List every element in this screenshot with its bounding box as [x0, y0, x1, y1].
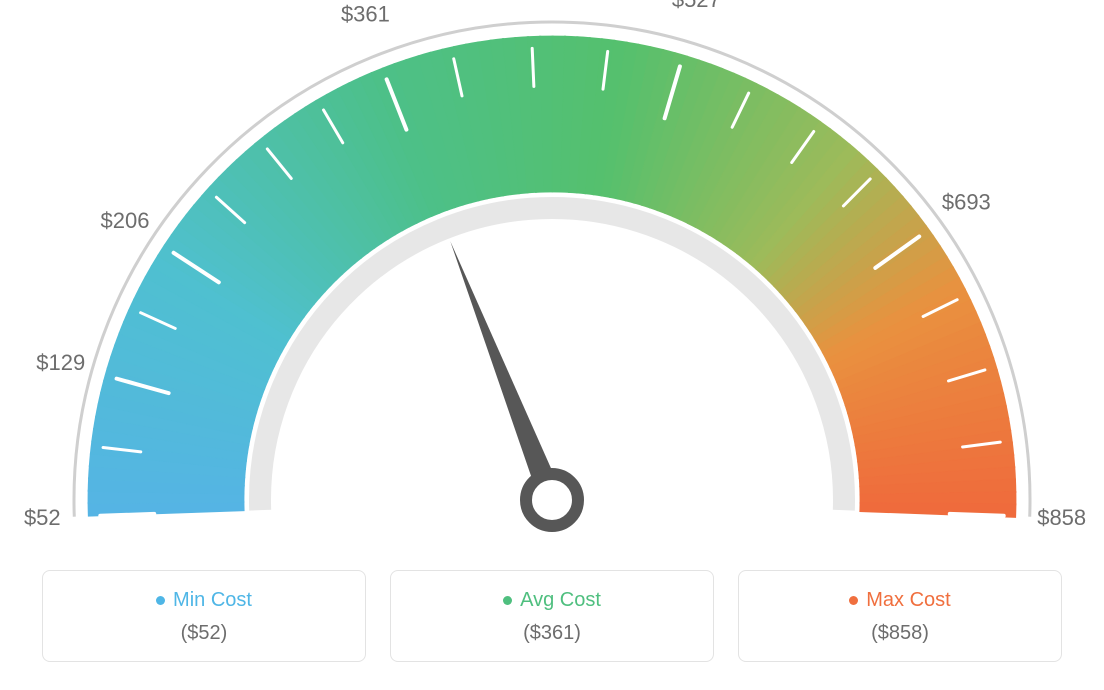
dot-icon: [156, 596, 165, 605]
tick-label: $361: [341, 1, 390, 26]
legend-card-max: Max Cost ($858): [738, 570, 1062, 662]
tick-label: $693: [942, 190, 991, 215]
tick-major: [100, 514, 154, 516]
tick-label: $206: [101, 208, 150, 233]
gauge-svg: $52 $129 $206 $361 $527 $693 $858: [0, 0, 1104, 560]
gauge-band: [88, 36, 1016, 517]
tick-label: $52: [24, 505, 61, 530]
cost-gauge: $52 $129 $206 $361 $527 $693 $858: [0, 0, 1104, 560]
legend-card-min: Min Cost ($52): [42, 570, 366, 662]
gauge-hub: [526, 474, 578, 526]
legend-label: Min Cost: [173, 589, 252, 612]
legend-label: Avg Cost: [520, 589, 601, 612]
legend-value: ($52): [53, 622, 355, 645]
tick-label: $858: [1037, 505, 1086, 530]
legend-card-avg: Avg Cost ($361): [390, 570, 714, 662]
dot-icon: [849, 596, 858, 605]
legend-row: Min Cost ($52) Avg Cost ($361) Max Cost …: [42, 570, 1062, 662]
tick-major: [950, 514, 1004, 516]
legend-value: ($361): [401, 622, 703, 645]
legend-value: ($858): [749, 622, 1051, 645]
gauge-needle: [450, 241, 563, 504]
tick-label: $129: [36, 350, 85, 375]
dot-icon: [503, 596, 512, 605]
tick-minor: [532, 48, 534, 86]
tick-label: $527: [672, 0, 721, 12]
legend-label: Max Cost: [866, 589, 950, 612]
